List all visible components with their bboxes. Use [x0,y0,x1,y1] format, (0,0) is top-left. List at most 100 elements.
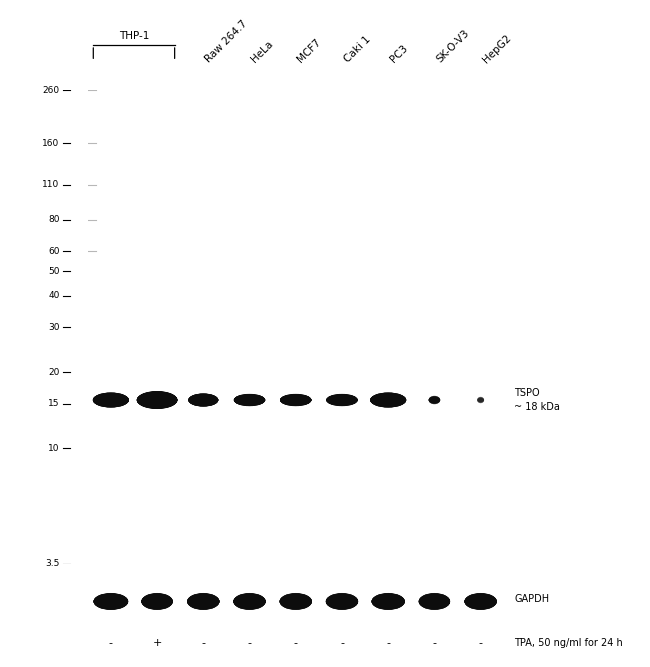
Ellipse shape [234,596,265,608]
Ellipse shape [280,596,311,608]
Ellipse shape [280,598,311,606]
Ellipse shape [429,398,440,403]
Ellipse shape [189,396,218,404]
Ellipse shape [370,394,406,406]
Ellipse shape [372,595,404,608]
Ellipse shape [465,597,496,606]
Ellipse shape [188,596,219,606]
Ellipse shape [429,396,440,404]
Ellipse shape [419,595,450,608]
Text: +: + [152,638,162,648]
Ellipse shape [234,396,265,404]
Ellipse shape [327,396,358,404]
Ellipse shape [419,594,450,609]
Ellipse shape [326,394,358,406]
Ellipse shape [233,595,265,608]
Ellipse shape [372,593,405,610]
Ellipse shape [465,593,497,610]
Ellipse shape [137,393,177,407]
Ellipse shape [233,594,266,609]
Ellipse shape [94,594,128,610]
Ellipse shape [465,596,497,607]
Ellipse shape [370,394,406,407]
Ellipse shape [372,596,404,608]
Ellipse shape [477,397,484,403]
Ellipse shape [280,598,311,606]
Ellipse shape [94,396,128,404]
Ellipse shape [326,594,358,610]
Ellipse shape [419,596,450,608]
Text: HepG2: HepG2 [480,33,513,65]
Ellipse shape [419,597,450,606]
Ellipse shape [372,598,404,606]
Ellipse shape [94,396,128,404]
Text: 3.5: 3.5 [46,559,60,568]
Ellipse shape [189,397,218,404]
Ellipse shape [93,394,129,407]
Ellipse shape [234,396,265,405]
Ellipse shape [465,594,497,608]
Ellipse shape [142,594,173,610]
Ellipse shape [142,594,173,608]
Ellipse shape [187,594,220,610]
Ellipse shape [372,597,404,606]
Ellipse shape [429,397,440,404]
Ellipse shape [234,597,265,606]
Ellipse shape [233,593,266,610]
Ellipse shape [326,596,358,608]
Ellipse shape [94,594,128,608]
Ellipse shape [281,397,311,403]
Ellipse shape [280,395,311,406]
Ellipse shape [326,394,358,406]
Ellipse shape [372,596,404,608]
Ellipse shape [429,397,440,404]
Ellipse shape [94,594,128,609]
Text: -: - [478,638,483,648]
Ellipse shape [280,598,311,605]
Ellipse shape [429,396,440,404]
Ellipse shape [326,394,358,406]
Ellipse shape [188,597,219,606]
Ellipse shape [234,598,265,606]
Ellipse shape [142,594,173,609]
Ellipse shape [465,596,497,606]
Ellipse shape [187,595,219,608]
Ellipse shape [280,597,311,606]
Text: Raw 264.7: Raw 264.7 [203,19,249,65]
Ellipse shape [280,396,311,405]
Ellipse shape [142,597,172,606]
Ellipse shape [280,395,311,406]
Ellipse shape [137,394,177,406]
Ellipse shape [372,597,404,606]
Ellipse shape [233,594,265,608]
Ellipse shape [327,396,358,404]
Ellipse shape [280,595,311,608]
Ellipse shape [428,396,440,404]
Ellipse shape [93,393,129,407]
Ellipse shape [419,594,450,610]
Ellipse shape [188,597,219,606]
Ellipse shape [372,596,404,606]
Ellipse shape [188,395,218,405]
Ellipse shape [187,594,219,609]
Ellipse shape [137,395,177,406]
Ellipse shape [280,394,311,406]
Ellipse shape [235,397,265,403]
Ellipse shape [419,598,449,606]
Ellipse shape [94,595,128,608]
Ellipse shape [234,597,265,606]
Ellipse shape [371,396,406,404]
Ellipse shape [370,393,406,408]
Ellipse shape [188,395,218,406]
Ellipse shape [136,391,177,409]
Ellipse shape [327,396,358,404]
Ellipse shape [428,396,440,404]
Ellipse shape [419,596,450,608]
Ellipse shape [94,395,129,406]
Ellipse shape [429,397,440,403]
Ellipse shape [326,395,358,406]
Text: 40: 40 [48,291,60,300]
Ellipse shape [137,392,177,408]
Text: HeLa: HeLa [250,39,275,65]
Ellipse shape [371,396,406,404]
